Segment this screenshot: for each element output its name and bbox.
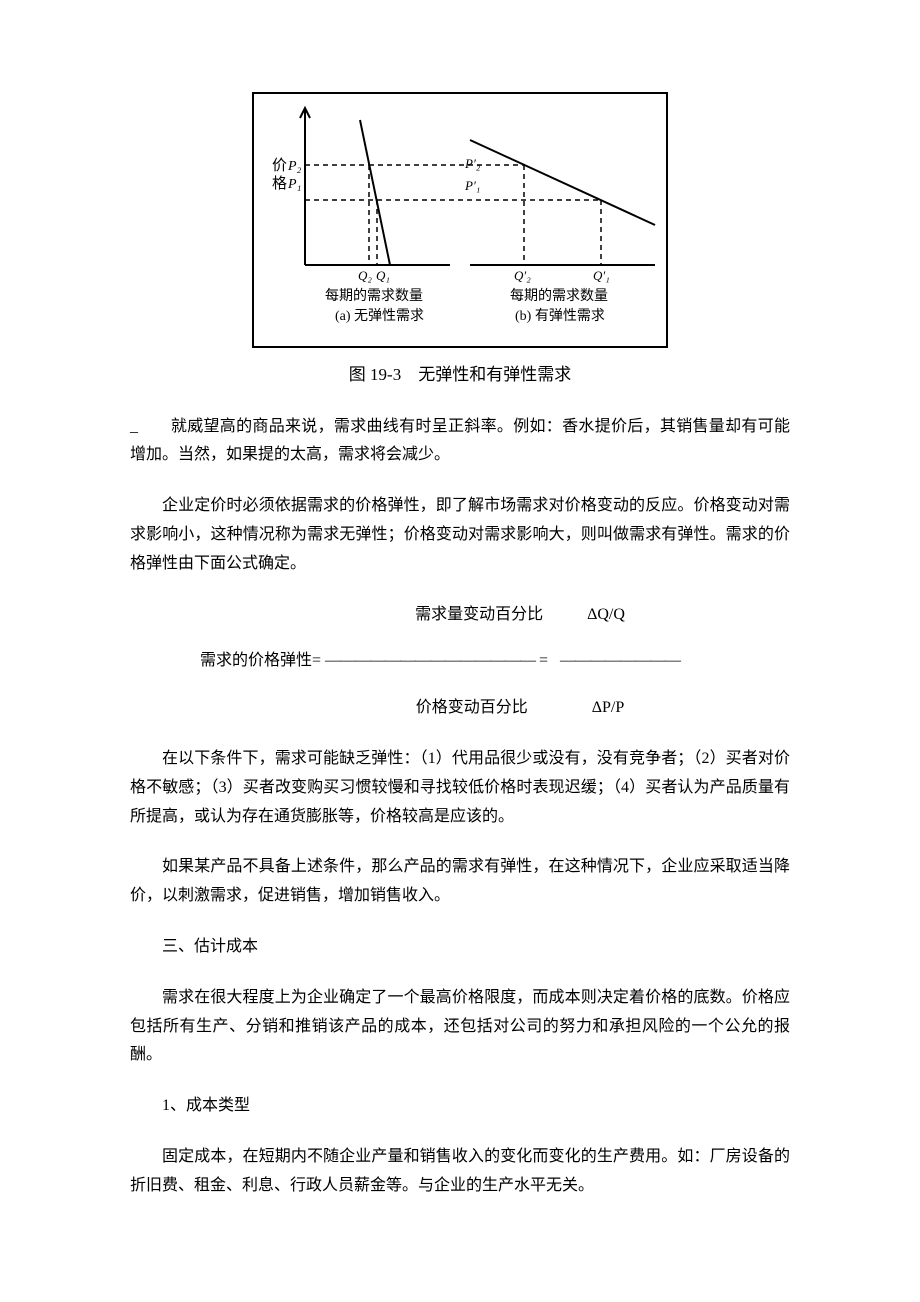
elasticity-formula: 需求量变动百分比 ΔQ/Q 需求的价格弹性= —————————————— = … <box>130 601 790 723</box>
formula-equals-sign: = <box>539 652 552 669</box>
formula-denominator-value: ΔP/P <box>592 694 625 723</box>
formula-fraction-bar-2: ———————— <box>560 647 680 676</box>
svg-text:Q₂: Q₂ <box>358 268 372 283</box>
formula-lhs-label: 需求的价格弹性= <box>200 647 321 676</box>
svg-text:P′₁: P′₁ <box>464 178 480 193</box>
svg-text:(b) 有弹性需求: (b) 有弹性需求 <box>515 308 605 324</box>
svg-text:Q′₂: Q′₂ <box>514 268 531 283</box>
formula-numerator-label: 需求量变动百分比 <box>415 601 543 630</box>
svg-text:价: 价 <box>272 158 287 174</box>
formula-denominator-line: 价格变动百分比 ΔP/P <box>130 694 790 723</box>
paragraph-1: _ 就威望高的商品来说，需求曲线有时呈正斜率。例如：香水提价后，其销售量却有可能… <box>130 413 790 471</box>
formula-denominator-label: 价格变动百分比 <box>416 694 528 723</box>
svg-text:P₁: P₁ <box>287 177 301 192</box>
svg-text:(a) 无弹性需求: (a) 无弹性需求 <box>335 308 424 324</box>
paragraph-6: 固定成本，在短期内不随企业产量和销售收入的变化而变化的生产费用。如：厂房设备的折… <box>130 1143 790 1201</box>
paragraph-2: 企业定价时必须依据需求的价格弹性，即了解市场需求对价格变动的反应。价格变动对需求… <box>130 492 790 578</box>
svg-text:Q₁: Q₁ <box>376 268 390 283</box>
paragraph-3: 在以下条件下，需求可能缺乏弹性：（1）代用品很少或没有，没有竞争者；（2）买者对… <box>130 745 790 831</box>
svg-text:每期的需求数量: 每期的需求数量 <box>325 288 423 304</box>
figure-caption: 图 19-3 无弹性和有弹性需求 <box>130 360 790 391</box>
demand-curves-figure: 价 格 P₂ P₁ Q₂ Q₁ 每期的需求数量 (a) 无弹性需求 P′₂ P′… <box>250 90 670 350</box>
formula-fraction-bar-1: —————————————— <box>325 647 535 676</box>
paragraph-4: 如果某产品不具备上述条件，那么产品的需求有弹性，在这种情况下，企业应采取适当降价… <box>130 853 790 911</box>
svg-text:Q′₁: Q′₁ <box>593 268 610 283</box>
svg-text:格: 格 <box>272 175 287 192</box>
svg-text:P′₂: P′₂ <box>464 156 481 171</box>
formula-equals-line: 需求的价格弹性= —————————————— = ———————— <box>90 647 790 676</box>
paragraph-5: 需求在很大程度上为企业确定了一个最高价格限度，而成本则决定着价格的底数。价格应包… <box>130 984 790 1070</box>
formula-numerator-value: ΔQ/Q <box>587 601 625 630</box>
figure-container: 价 格 P₂ P₁ Q₂ Q₁ 每期的需求数量 (a) 无弹性需求 P′₂ P′… <box>130 90 790 391</box>
svg-text:每期的需求数量: 每期的需求数量 <box>510 288 608 304</box>
formula-numerator-line: 需求量变动百分比 ΔQ/Q <box>130 601 790 630</box>
subsection-heading-1: 1、成本类型 <box>130 1092 790 1121</box>
section-heading-3: 三、估计成本 <box>130 933 790 962</box>
svg-text:P₂: P₂ <box>287 159 302 174</box>
